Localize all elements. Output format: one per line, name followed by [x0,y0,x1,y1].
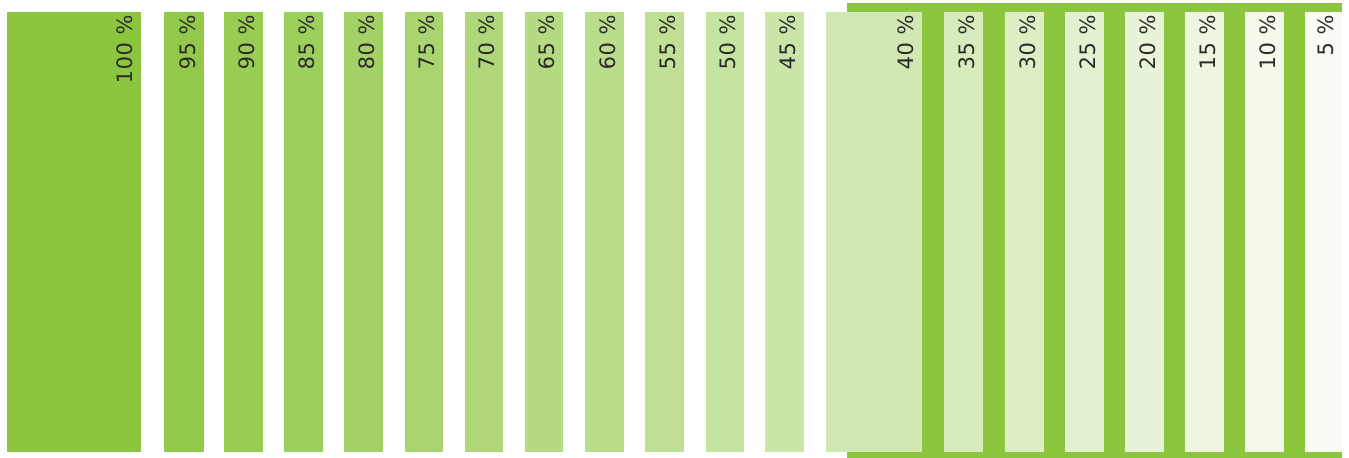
swatch-label: 100 % [113,14,137,84]
swatch-85: 85 % [284,12,323,452]
swatch-65: 65 % [525,12,563,452]
swatch-label: 70 % [475,14,499,70]
swatch-15: 15 % [1185,12,1224,452]
swatch-45: 45 % [765,12,804,452]
swatch-label: 45 % [776,14,800,70]
swatch-label: 35 % [955,14,979,70]
swatch-label: 95 % [176,14,200,70]
swatch-80: 80 % [344,12,383,452]
swatch-label: 15 % [1196,14,1220,70]
swatch-label: 50 % [716,14,740,70]
swatch-10: 10 % [1245,12,1284,452]
swatch-50: 50 % [706,12,744,452]
swatch-90: 90 % [224,12,263,452]
swatch-40: 40 % [826,12,922,452]
swatch-5: 5 % [1305,12,1342,452]
swatch-100: 100 % [7,12,141,452]
swatch-55: 55 % [645,12,684,452]
swatch-35: 35 % [944,12,983,452]
swatch-label: 80 % [355,14,379,70]
swatch-label: 10 % [1256,14,1280,70]
swatch-label: 30 % [1016,14,1040,70]
swatch-75: 75 % [405,12,443,452]
swatch-label: 60 % [596,14,620,70]
swatch-label: 65 % [535,14,559,70]
swatch-label: 5 % [1314,14,1338,56]
swatch-70: 70 % [465,12,503,452]
swatch-label: 90 % [235,14,259,70]
swatch-95: 95 % [164,12,204,452]
swatch-20: 20 % [1125,12,1164,452]
swatch-30: 30 % [1005,12,1044,452]
swatch-25: 25 % [1065,12,1104,452]
swatch-label: 85 % [295,14,319,70]
swatch-label: 55 % [656,14,680,70]
swatch-label: 20 % [1136,14,1160,70]
swatch-label: 75 % [415,14,439,70]
swatch-label: 25 % [1076,14,1100,70]
swatch-60: 60 % [585,12,624,452]
swatch-label: 40 % [894,14,918,70]
